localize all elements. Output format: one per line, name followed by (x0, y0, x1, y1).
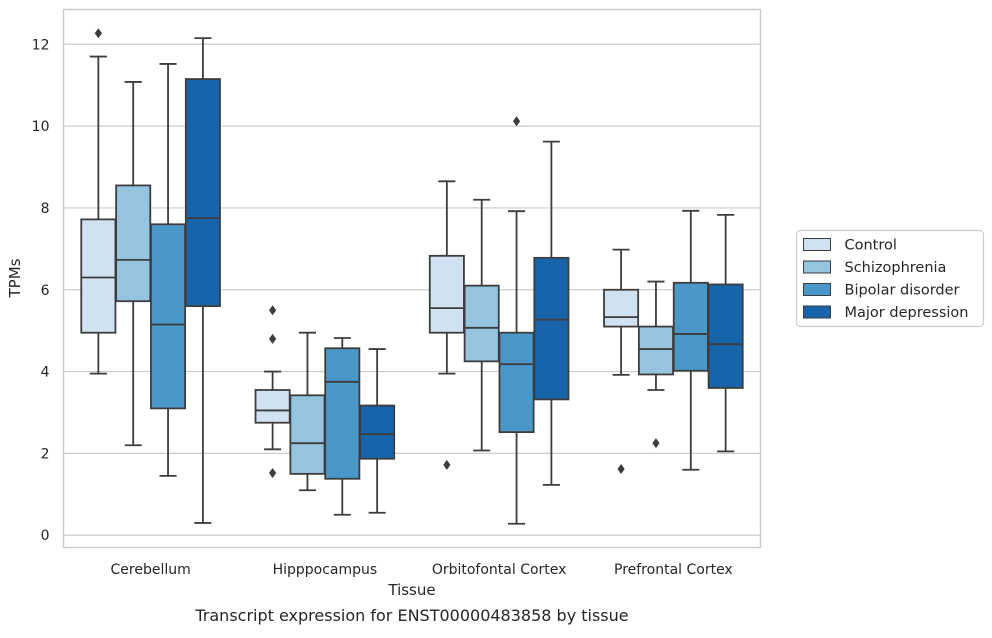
axis-layer: 0 2 4 6 8 10 12 Cerebellum Hipppocampus Orbitofon… (32, 37, 733, 578)
box-body (289, 394, 326, 475)
legend-swatch (803, 283, 831, 296)
x-tick-label: Orbitofontal Cortex (432, 562, 567, 578)
legend-swatch (803, 238, 831, 251)
box-major-depression (533, 140, 570, 486)
legend[interactable]: Control Schizophrenia Bipolar disorder Majo… (795, 229, 985, 328)
y-tick-label: 12 (32, 37, 50, 53)
box-control (603, 248, 640, 474)
box-body (463, 284, 500, 363)
y-tick-label: 0 (41, 528, 50, 544)
y-tick-label: 2 (41, 446, 50, 462)
box-bipolar-disorder (150, 63, 187, 477)
box-body (115, 184, 152, 303)
box-body (150, 223, 187, 410)
box-body (672, 281, 709, 372)
box-schizophrenia (637, 280, 674, 449)
legend-label: Schizophrenia (845, 260, 947, 276)
box-body (533, 256, 570, 401)
box-body (324, 347, 361, 480)
y-tick-label: 10 (32, 119, 50, 135)
legend-swatch (803, 260, 831, 274)
outlier-point (269, 468, 277, 479)
box-major-depression (359, 348, 396, 514)
box-bipolar-disorder (498, 116, 535, 525)
outlier-point (94, 28, 102, 39)
y-axis-label: TPMs (6, 258, 24, 298)
x-tick-label: Hipppocampus (273, 562, 378, 578)
box-control (254, 305, 291, 479)
outlier-point (269, 333, 277, 344)
plot-frame (62, 8, 762, 549)
box-major-depression (184, 37, 221, 524)
box-bipolar-disorder (672, 209, 709, 471)
legend-label: Bipolar disorder (845, 283, 960, 299)
box-body (80, 218, 117, 334)
legend-frame (795, 229, 985, 328)
outlier-point (512, 116, 521, 127)
box-body (428, 254, 465, 334)
outlier-point (269, 305, 277, 316)
y-tick-label: 8 (41, 201, 50, 217)
box-major-depression (707, 213, 744, 453)
box-body (707, 283, 744, 389)
box-bipolar-disorder (324, 337, 361, 516)
box-control (80, 28, 117, 375)
y-tick-label: 4 (41, 365, 50, 381)
y-tick-label: 6 (41, 283, 50, 299)
legend-label: Major depression (845, 305, 969, 321)
chart-caption: Transcript expression for ENST0000048385… (194, 606, 628, 625)
x-axis-label: Tissue (387, 581, 435, 599)
outlier-point (652, 438, 660, 449)
box-schizophrenia (463, 198, 500, 452)
x-tick-label: Cerebellum (111, 562, 191, 578)
box-body (359, 404, 396, 460)
outlier-point (617, 463, 625, 474)
legend-swatch (803, 305, 831, 319)
box-body (184, 78, 221, 308)
box-body (637, 325, 674, 376)
box-body (603, 288, 640, 328)
box-schizophrenia (289, 331, 326, 492)
outlier-point (443, 459, 451, 470)
box-body (498, 331, 535, 434)
legend-label: Control (845, 238, 897, 254)
x-tick-label: Prefrontal Cortex (614, 562, 733, 578)
box-control (428, 180, 465, 470)
box-body (254, 389, 291, 424)
box-schizophrenia (115, 81, 152, 447)
box-layer (80, 28, 744, 525)
